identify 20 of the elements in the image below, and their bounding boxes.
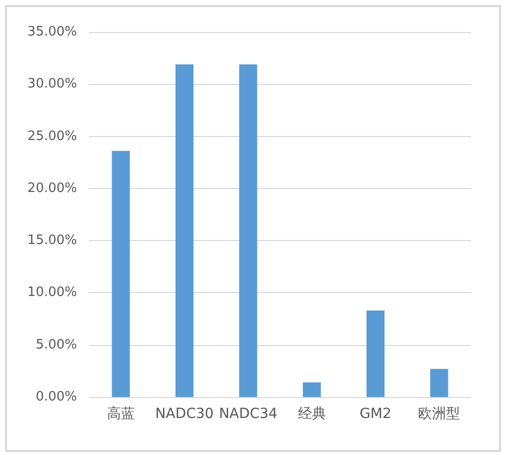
y-tick-label: 15.00% — [27, 233, 77, 248]
x-tick-label: 欧洲型 — [418, 406, 460, 422]
y-tick-label: 35.00% — [27, 24, 77, 40]
y-tick-label: 25.00% — [27, 128, 77, 144]
bar — [366, 310, 384, 397]
bar — [239, 64, 258, 397]
y-tick-label: 30.00% — [27, 76, 77, 92]
x-tick-label: 经典 — [298, 406, 326, 422]
y-tick-label: 0.00% — [36, 390, 77, 404]
y-tick-label: 10.00% — [27, 285, 77, 300]
y-tick-label: 20.00% — [27, 180, 77, 196]
bar — [176, 64, 194, 397]
x-tick-label: NADC30 — [155, 406, 214, 422]
y-tick-label: 5.00% — [36, 337, 77, 352]
bar — [112, 150, 130, 397]
bar — [430, 368, 448, 397]
x-tick-label: NADC34 — [218, 406, 278, 422]
bar — [302, 382, 321, 397]
x-tick-label: 高蓝 — [106, 406, 135, 422]
x-tick-label: GM2 — [360, 406, 392, 422]
